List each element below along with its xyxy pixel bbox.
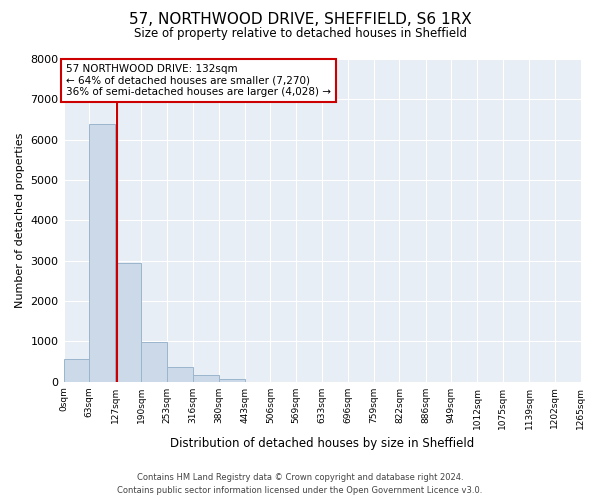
Bar [167,367,193,382]
Text: Size of property relative to detached houses in Sheffield: Size of property relative to detached ho… [133,28,467,40]
Text: 57, NORTHWOOD DRIVE, SHEFFIELD, S6 1RX: 57, NORTHWOOD DRIVE, SHEFFIELD, S6 1RX [128,12,472,28]
Text: 57 NORTHWOOD DRIVE: 132sqm
← 64% of detached houses are smaller (7,270)
36% of s: 57 NORTHWOOD DRIVE: 132sqm ← 64% of deta… [66,64,331,97]
Bar [89,124,115,382]
Y-axis label: Number of detached properties: Number of detached properties [15,132,25,308]
Bar [193,375,219,382]
Bar [64,359,89,382]
Bar [115,262,141,382]
X-axis label: Distribution of detached houses by size in Sheffield: Distribution of detached houses by size … [170,437,474,450]
Text: Contains HM Land Registry data © Crown copyright and database right 2024.
Contai: Contains HM Land Registry data © Crown c… [118,473,482,495]
Bar [141,342,167,382]
Bar [219,379,245,382]
